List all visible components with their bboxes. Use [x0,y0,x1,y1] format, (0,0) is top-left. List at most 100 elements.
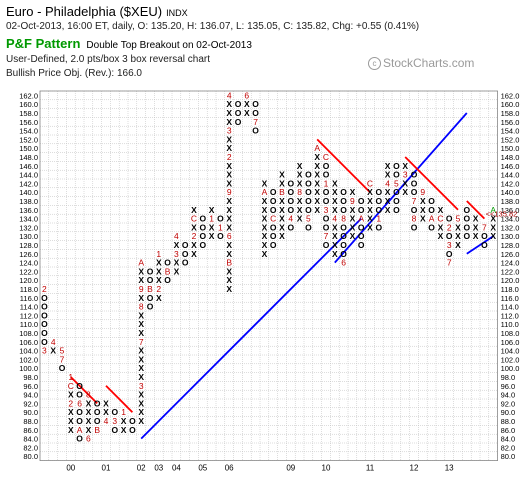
o-box: O [41,337,48,347]
y-tick-label-right: 140.0 [501,188,520,197]
x-box: X [350,222,356,232]
pattern-signal: Double Top Breakout on 02-Oct-2013 [86,40,252,51]
y-tick-label-right: 120.0 [501,276,520,285]
month-marker: 4 [104,416,109,426]
x-tick-label: 13 [445,464,454,473]
o-box: O [358,196,365,206]
y-tick-label-right: 114.0 [501,303,519,312]
o-box: O [199,214,206,224]
resistance-trend-line [105,385,134,413]
x-box: X [314,196,320,206]
y-tick-label-left: 94.0 [23,391,38,400]
month-marker: 9 [350,196,355,206]
y-tick-label-left: 122.0 [19,267,38,276]
month-marker: 8 [86,390,91,400]
x-box: X [138,310,144,320]
x-box: X [297,178,303,188]
x-box: X [121,416,127,426]
o-box: O [147,266,154,276]
o-box: O [323,170,330,180]
y-tick-label-left: 100.0 [19,364,38,373]
o-box: O [199,222,206,232]
month-marker: 6 [77,398,82,408]
y-tick-label-left: 126.0 [19,250,38,259]
x-tick-label: 11 [366,464,375,473]
o-box: O [393,196,400,206]
x-box: X [86,425,92,435]
x-box: X [438,231,444,241]
o-box: O [94,398,101,408]
o-box: O [76,434,83,444]
month-marker: 3 [42,346,47,356]
month-marker: 2 [68,398,73,408]
y-tick-label-right: 132.0 [501,223,520,232]
y-tick-label-right: 88.0 [501,417,516,426]
y-tick-label-left: 134.0 [19,215,38,224]
x-box: X [226,284,232,294]
month-marker: 1 [121,407,126,417]
o-box: O [340,240,347,250]
x-box: X [490,214,496,224]
x-box: X [68,425,74,435]
x-box: X [86,407,92,417]
x-box: X [367,205,373,215]
y-tick-label-right: 80.0 [501,452,516,461]
o-box: O [340,222,347,232]
x-tick-label: 12 [410,464,419,473]
x-box: X [455,240,461,250]
o-box: O [305,187,312,197]
x-box: X [262,240,268,250]
o-box: O [375,222,382,232]
x-box: X [156,275,162,285]
month-marker: A [262,187,268,197]
o-box: O [411,205,418,215]
y-tick-label-left: 104.0 [19,347,38,356]
support-trend-line [334,112,468,264]
o-box: O [340,196,347,206]
o-box: O [270,187,277,197]
o-box: O [305,205,312,215]
x-box: X [103,398,109,408]
y-tick-label-left: 150.0 [19,144,38,153]
month-marker: 7 [253,117,258,127]
x-box: X [367,222,373,232]
o-box: O [393,205,400,215]
x-box: X [174,240,180,250]
month-marker: 7 [60,354,65,364]
x-box: X [209,205,215,215]
x-box: X [244,99,250,109]
x-box: X [262,249,268,259]
x-tick-label: 04 [172,464,181,473]
month-marker: C [437,214,443,224]
o-box: O [129,416,136,426]
month-marker: 5 [306,214,311,224]
x-box: X [420,196,426,206]
o-box: O [411,170,418,180]
y-tick-label-left: 82.0 [23,443,38,452]
month-marker: 6 [86,434,91,444]
y-tick-label-right: 94.0 [501,391,516,400]
x-box: X [226,196,232,206]
pattern-label: P&F Pattern [6,36,81,51]
o-box: O [340,249,347,259]
y-tick-label-left: 114.0 [20,303,38,312]
month-marker: 7 [324,231,329,241]
y-tick-label-right: 146.0 [501,162,520,171]
x-box: X [314,152,320,162]
x-tick-label: 02 [137,464,146,473]
o-box: O [270,196,277,206]
month-marker: 8 [412,214,417,224]
y-tick-label-right: 106.0 [501,338,520,347]
x-box: X [367,214,373,224]
month-marker: 4 [227,90,232,100]
x-box: X [226,205,232,215]
o-box: O [76,381,83,391]
x-box: X [138,319,144,329]
y-tick-label-left: 128.0 [19,241,38,250]
y-tick-label-left: 158.0 [19,109,38,118]
x-box: X [473,214,479,224]
o-box: O [94,416,101,426]
o-box: O [305,222,312,232]
month-marker: 3 [227,126,232,136]
